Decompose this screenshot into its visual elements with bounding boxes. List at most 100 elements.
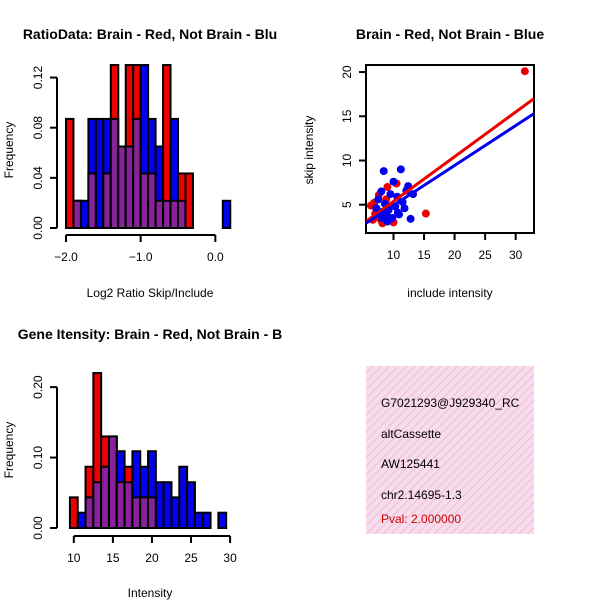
intensity-bar-overlap xyxy=(131,496,142,529)
scatter-y-tick-label: 15 xyxy=(340,109,354,123)
accession-text: AW125441 xyxy=(381,457,440,471)
ratio-bar-overlap xyxy=(117,145,127,229)
ratio-ylabel: Frequency xyxy=(2,122,16,179)
info-background xyxy=(366,366,534,534)
intensity-bar xyxy=(76,511,87,529)
ratio-y-tick-label: 0.00 xyxy=(31,216,45,240)
scatter-x-tick-label: 20 xyxy=(448,248,462,262)
scatter-point-blue xyxy=(400,204,409,213)
scatter-point-blue xyxy=(372,204,381,213)
location-text: chr2.14695-1.3 xyxy=(381,488,462,502)
scatter-y-tick-label: 5 xyxy=(340,201,354,208)
intensity-bar xyxy=(186,481,196,529)
scatter-x-tick-label: 25 xyxy=(478,248,492,262)
intensity-bar-overlap xyxy=(123,481,134,529)
ratio-bar-overlap xyxy=(72,199,82,229)
ratio-bar xyxy=(184,172,194,229)
ratio-bar-overlap xyxy=(87,172,97,229)
ratio-title: RatioData: Brain - Red, Not Brain - Blu xyxy=(23,26,277,42)
scatter-point-blue xyxy=(406,214,415,223)
ratio-bars xyxy=(65,64,232,229)
ratio-bar xyxy=(65,117,75,229)
info-panel: G7021293@J929340_RC altCassette AW125441… xyxy=(366,366,534,534)
intensity-bar-overlap xyxy=(147,496,157,529)
ratio-y-tick-label: 0.08 xyxy=(31,116,45,140)
scatter-x-tick-label: 30 xyxy=(509,248,523,262)
ratio-y-tick-label: 0.12 xyxy=(31,66,45,90)
ratio-bar-overlap xyxy=(124,145,135,229)
scatter-y-tick-label: 10 xyxy=(340,154,354,168)
ratio-bar-overlap xyxy=(109,117,120,229)
intensity-axes: 10 15 20 25 30 0.00 0.10 0.20 xyxy=(31,375,237,565)
intensity-bar xyxy=(178,465,189,529)
probe-id-text: G7021293@J929340_RC xyxy=(381,396,520,410)
scatter-point-blue xyxy=(389,177,398,186)
scatter-frame xyxy=(365,64,535,234)
ratio-bar-overlap xyxy=(169,199,180,229)
intensity-bar xyxy=(201,511,212,529)
intensity-bar-overlap xyxy=(100,465,110,529)
intensity-bar xyxy=(170,496,181,529)
ratio-bar xyxy=(221,199,232,229)
intensity-bar-overlap xyxy=(139,496,150,529)
ratio-bar-overlap xyxy=(154,199,165,229)
scatter-xlabel: include intensity xyxy=(407,286,492,300)
scatter-point-red xyxy=(383,183,392,192)
intensity-bar xyxy=(162,481,173,529)
scatter-point-blue xyxy=(377,187,386,196)
intensity-bar-overlap xyxy=(84,496,95,529)
ratio-bar-overlap xyxy=(102,172,112,229)
ratio-bar-overlap xyxy=(162,199,172,229)
ratio-bar xyxy=(79,199,90,229)
intensity-y-tick-label: 0.00 xyxy=(31,516,45,540)
intensity-xlabel: Intensity xyxy=(128,586,173,600)
ratio-histogram: RatioData: Brain - Red, Not Brain - Blu … xyxy=(2,26,277,300)
scatter-ylabel: skip intensity xyxy=(302,116,316,185)
scatter-point-blue xyxy=(379,167,388,176)
pval-text: Pval: 2.000000 xyxy=(381,512,461,526)
intensity-bar-overlap xyxy=(92,481,103,529)
scatter-title: Brain - Red, Not Brain - Blue xyxy=(356,26,544,42)
intensity-x-tick-label: 30 xyxy=(223,551,237,565)
intensity-x-tick-label: 15 xyxy=(106,551,120,565)
intensity-x-tick-label: 10 xyxy=(67,551,81,565)
intensity-bar xyxy=(193,511,204,529)
ratio-bar xyxy=(94,117,105,229)
scatter-x-tick-label: 15 xyxy=(417,248,431,262)
intensity-bar xyxy=(217,511,228,529)
intensity-x-tick-label: 25 xyxy=(184,551,198,565)
intensity-bar-overlap xyxy=(115,481,126,529)
scatter-point-blue xyxy=(374,195,383,204)
ratio-x-tick-label: −2.0 xyxy=(54,250,78,264)
intensity-bar xyxy=(68,496,79,529)
intensity-bar xyxy=(154,481,165,529)
ratio-x-tick-label: −1.0 xyxy=(129,250,153,264)
fit-line-red xyxy=(366,97,534,223)
intensity-bar-overlap xyxy=(107,435,118,529)
scatter-point-blue xyxy=(386,190,395,199)
scatter-point-red xyxy=(520,67,529,76)
ratio-y-tick-label: 0.04 xyxy=(31,166,45,190)
ratio-bar-overlap xyxy=(177,199,187,229)
scatter-marks xyxy=(366,67,534,228)
ratio-bar-overlap xyxy=(132,117,142,229)
scatter-point-blue xyxy=(396,165,405,174)
ratio-xlabel: Log2 Ratio Skip/Include xyxy=(87,286,214,300)
ratio-axes: −2.0 −1.0 0.0 0.00 0.04 0.08 0.12 xyxy=(31,66,224,264)
intensity-y-tick-label: 0.20 xyxy=(31,375,45,399)
intensity-title: Gene Itensity: Brain - Red, Not Brain - … xyxy=(18,326,282,342)
scatter-y-tick-label: 20 xyxy=(340,65,354,79)
intensity-x-tick-label: 20 xyxy=(145,551,159,565)
scatter-point-red xyxy=(421,209,430,218)
intensity-histogram: Gene Itensity: Brain - Red, Not Brain - … xyxy=(2,326,282,600)
ratio-bar-overlap xyxy=(147,172,157,229)
intensity-scatter: Brain - Red, Not Brain - Blue 10 15 20 25 30… xyxy=(302,26,544,300)
intensity-y-tick-label: 0.10 xyxy=(31,446,45,470)
ratio-bar-overlap xyxy=(139,172,150,229)
fit-line-blue xyxy=(366,112,534,225)
scatter-x-tick-label: 10 xyxy=(387,248,401,262)
ratio-x-tick-label: 0.0 xyxy=(207,250,224,264)
intensity-ylabel: Frequency xyxy=(2,422,16,479)
intensity-bars xyxy=(68,372,228,530)
